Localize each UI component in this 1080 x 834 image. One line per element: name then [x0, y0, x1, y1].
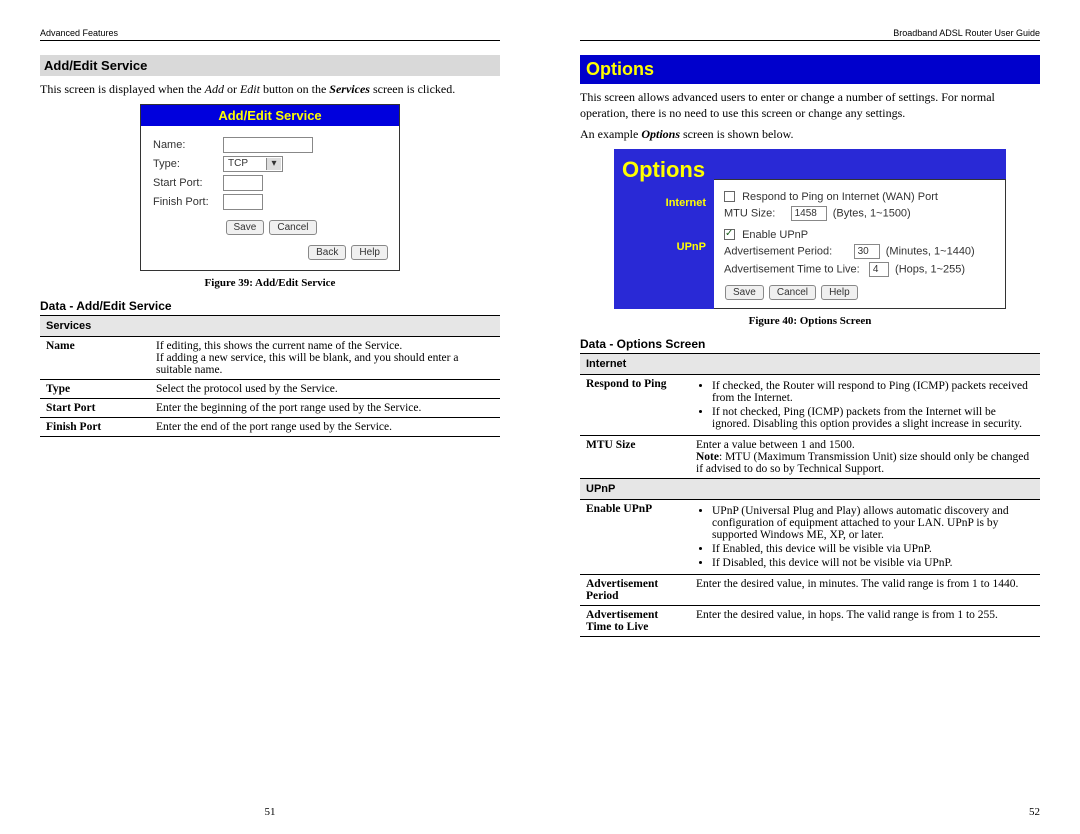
row-type-label: Type	[40, 379, 150, 398]
intro-add: Add	[205, 82, 224, 96]
options-help-button[interactable]: Help	[821, 285, 858, 300]
page-left: Advanced Features Add/Edit Service This …	[0, 0, 540, 834]
save-button[interactable]: Save	[226, 220, 265, 235]
header-right: Broadband ADSL Router User Guide	[580, 28, 1040, 41]
type-select[interactable]: TCP	[223, 156, 283, 172]
header-left: Advanced Features	[40, 28, 500, 41]
mtu-size-label: MTU Size	[580, 435, 690, 478]
options-intro1: This screen allows advanced users to ent…	[580, 90, 1040, 121]
adv-period-unit: (Minutes, 1~1440)	[886, 245, 975, 257]
ttl-label: Advertisement Time to Live:	[724, 263, 860, 275]
adv-period-label: Advertisement Period:	[724, 245, 832, 257]
side-internet: Internet	[614, 191, 714, 211]
upnp-enable-label: Enable UPnP	[742, 229, 808, 241]
intro-mid: or	[224, 82, 240, 96]
page-number-right: 52	[1029, 806, 1040, 818]
group-internet: Internet	[580, 353, 1040, 374]
help-button[interactable]: Help	[351, 245, 388, 260]
page-right: Broadband ADSL Router User Guide Options…	[540, 0, 1080, 834]
respond-ping-text: If checked, the Router will respond to P…	[690, 374, 1040, 435]
fig40-content: Respond to Ping on Internet (WAN) Port M…	[714, 179, 1006, 309]
type-label: Type:	[153, 158, 223, 170]
mtu-label: MTU Size:	[724, 207, 775, 219]
fig40-top-blue	[714, 149, 1006, 179]
back-button[interactable]: Back	[308, 245, 346, 260]
mtu-unit: (Bytes, 1~1500)	[833, 207, 911, 219]
options-intro2: An example Options screen is shown below…	[580, 127, 1040, 143]
add-edit-table: Services Name If editing, this shows the…	[40, 315, 500, 437]
enable-b1: UPnP (Universal Plug and Play) allows au…	[712, 505, 1034, 541]
data-options-heading: Data - Options Screen	[580, 337, 1040, 351]
enable-upnp-label: Enable UPnP	[580, 499, 690, 574]
row-finish-label: Finish Port	[40, 417, 150, 436]
group-services: Services	[40, 315, 500, 336]
fig39-caption: Figure 39: Add/Edit Service	[40, 277, 500, 289]
upnp-checkbox[interactable]	[724, 229, 735, 240]
intro2-post: screen is shown below.	[680, 127, 794, 141]
figure-options: Options Internet UPnP Respond to Ping on…	[614, 149, 1006, 309]
intro-text: This screen is displayed when the Add or…	[40, 82, 500, 98]
row-start-label: Start Port	[40, 398, 150, 417]
fig40-caption: Figure 40: Options Screen	[580, 315, 1040, 327]
options-cancel-button[interactable]: Cancel	[769, 285, 816, 300]
figure-add-edit-service: Add/Edit Service Name: Type: TCP Start P…	[140, 104, 400, 271]
adv-period-row-text: Enter the desired value, in minutes. The…	[690, 574, 1040, 605]
row-name-label: Name	[40, 336, 150, 379]
name-label: Name:	[153, 139, 223, 151]
start-port-input[interactable]	[223, 175, 263, 191]
ttl-row-text: Enter the desired value, in hops. The va…	[690, 605, 1040, 636]
intro2-pre: An example	[580, 127, 641, 141]
respond-b2: If not checked, Ping (ICMP) packets from…	[712, 406, 1034, 430]
intro-post: screen is clicked.	[370, 82, 455, 96]
options-table: Internet Respond to Ping If checked, the…	[580, 353, 1040, 637]
group-upnp: UPnP	[580, 478, 1040, 499]
mtu-note-bold: Note	[696, 451, 719, 463]
ping-label: Respond to Ping on Internet (WAN) Port	[742, 191, 938, 203]
page-number-left: 51	[265, 806, 276, 818]
row-name-text: If editing, this shows the current name …	[150, 336, 500, 379]
start-port-label: Start Port:	[153, 177, 223, 189]
finish-port-label: Finish Port:	[153, 196, 223, 208]
adv-period-input[interactable]: 30	[854, 244, 880, 259]
fig39-title: Add/Edit Service	[141, 105, 399, 126]
intro2-bold: Options	[641, 127, 680, 141]
ttl-input[interactable]: 4	[869, 262, 889, 277]
cancel-button[interactable]: Cancel	[269, 220, 316, 235]
intro-services: Services	[329, 82, 370, 96]
section-add-edit-service: Add/Edit Service	[40, 55, 500, 76]
row-finish-text: Enter the end of the port range used by …	[150, 417, 500, 436]
mtu-note-rest: : MTU (Maximum Transmission Unit) size s…	[696, 451, 1029, 475]
fig39-body: Name: Type: TCP Start Port: Finish Port:…	[141, 126, 399, 270]
adv-period-row-label: Advertisement Period	[580, 574, 690, 605]
fig40-internet-section: Respond to Ping on Internet (WAN) Port M…	[724, 191, 995, 221]
enable-b2: If Enabled, this device will be visible …	[712, 543, 1034, 555]
fig40-upnp-section: Enable UPnP Advertisement Period: 30 (Mi…	[724, 229, 995, 277]
row-type-text: Select the protocol used by the Service.	[150, 379, 500, 398]
type-value: TCP	[224, 158, 248, 169]
fig40-sidebar: Options Internet UPnP	[614, 149, 714, 309]
data-add-edit-heading: Data - Add/Edit Service	[40, 299, 500, 313]
mtu-text1: Enter a value between 1 and 1500.	[696, 439, 1034, 451]
fig40-title: Options	[614, 153, 714, 187]
name-input[interactable]	[223, 137, 313, 153]
mtu-size-text: Enter a value between 1 and 1500. Note: …	[690, 435, 1040, 478]
enable-b3: If Disabled, this device will not be vis…	[712, 557, 1034, 569]
side-upnp: UPnP	[614, 235, 714, 255]
intro-pre: This screen is displayed when the	[40, 82, 205, 96]
ping-checkbox[interactable]	[724, 191, 735, 202]
mtu-input[interactable]: 1458	[791, 206, 827, 221]
enable-upnp-text: UPnP (Universal Plug and Play) allows au…	[690, 499, 1040, 574]
ttl-row-label: Advertisement Time to Live	[580, 605, 690, 636]
ttl-unit: (Hops, 1~255)	[895, 263, 965, 275]
options-save-button[interactable]: Save	[725, 285, 764, 300]
respond-b1: If checked, the Router will respond to P…	[712, 380, 1034, 404]
intro-edit: Edit	[240, 82, 260, 96]
row-start-text: Enter the beginning of the port range us…	[150, 398, 500, 417]
respond-ping-label: Respond to Ping	[580, 374, 690, 435]
section-options: Options	[580, 55, 1040, 84]
finish-port-input[interactable]	[223, 194, 263, 210]
intro-mid2: button on the	[260, 82, 329, 96]
